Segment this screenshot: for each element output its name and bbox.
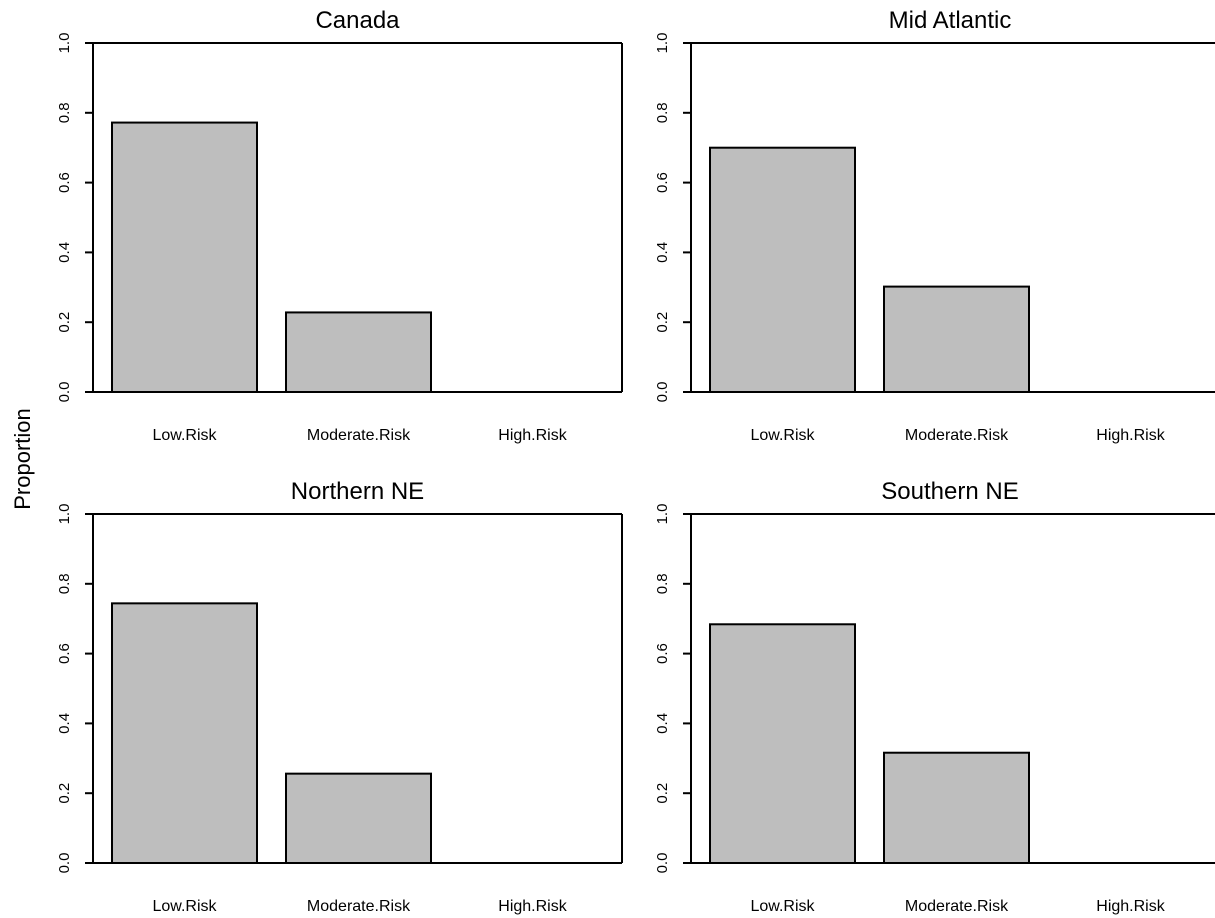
panel-title: Southern NE	[881, 478, 1018, 505]
x-tick-label: High.Risk	[498, 427, 567, 444]
y-tick-label: 0.0	[56, 382, 73, 403]
x-tick-label: Low.Risk	[152, 898, 217, 915]
bar-moderate-risk	[883, 751, 1030, 864]
x-tick-label: Moderate.Risk	[307, 427, 411, 444]
panel-0: Canada 0.0 0.2 0.4 0.6 0.8 1.0 Low.Risk Moderate…	[56, 7, 623, 444]
y-tick-label: 1.0	[654, 33, 671, 54]
x-tick-label: Moderate.Risk	[905, 427, 1009, 444]
x-tick-label: High.Risk	[1096, 898, 1165, 915]
bar-low-risk	[709, 623, 856, 864]
y-tick-label: 0.0	[654, 853, 671, 874]
y-tick-label: 0.6	[654, 172, 671, 193]
y-tick-label: 0.8	[654, 573, 671, 594]
bar-low-risk	[111, 121, 258, 394]
y-tick-label: 0.8	[56, 573, 73, 594]
bar-moderate-risk	[285, 311, 432, 394]
y-axis-label: Proportion	[10, 408, 35, 510]
y-tick-label: 0.4	[654, 713, 671, 734]
panel-title: Canada	[315, 7, 400, 34]
y-tick-label: 0.4	[56, 713, 73, 734]
x-tick-label: Moderate.Risk	[307, 898, 411, 915]
y-tick-label: 0.6	[56, 643, 73, 664]
y-tick-label: 0.2	[56, 783, 73, 804]
x-tick-label: Moderate.Risk	[905, 898, 1009, 915]
bar-moderate-risk	[883, 285, 1030, 393]
x-tick-label: Low.Risk	[750, 427, 815, 444]
y-tick-label: 1.0	[654, 504, 671, 525]
bar-low-risk	[709, 146, 856, 393]
y-tick-label: 0.4	[56, 242, 73, 263]
x-tick-label: Low.Risk	[750, 898, 815, 915]
y-tick-label: 0.4	[654, 242, 671, 263]
y-tick-label: 0.0	[654, 382, 671, 403]
y-tick-label: 0.2	[56, 312, 73, 333]
y-tick-label: 0.8	[654, 102, 671, 123]
y-tick-label: 0.2	[654, 783, 671, 804]
panel-1: Mid Atlantic 0.0 0.2 0.4 0.6 0.8 1.0 Low.Risk Mo…	[654, 7, 1215, 444]
y-tick-label: 0.8	[56, 102, 73, 123]
y-tick-label: 0.6	[56, 172, 73, 193]
y-tick-label: 0.6	[654, 643, 671, 664]
y-tick-label: 0.2	[654, 312, 671, 333]
x-tick-label: High.Risk	[1096, 427, 1165, 444]
bar-moderate-risk	[285, 772, 432, 865]
y-tick-label: 1.0	[56, 504, 73, 525]
y-tick-label: 1.0	[56, 33, 73, 54]
panel-3: Southern NE 0.0 0.2 0.4 0.6 0.8 1.0 Low.Risk Mod…	[654, 478, 1215, 915]
panel-2: Northern NE 0.0 0.2 0.4 0.6 0.8 1.0 Low.Risk Mod…	[56, 478, 623, 915]
bar-low-risk	[111, 602, 258, 864]
panel-title: Mid Atlantic	[889, 7, 1012, 34]
y-tick-label: 0.0	[56, 853, 73, 874]
x-tick-label: Low.Risk	[152, 427, 217, 444]
x-tick-label: High.Risk	[498, 898, 567, 915]
panel-title: Northern NE	[291, 478, 424, 505]
